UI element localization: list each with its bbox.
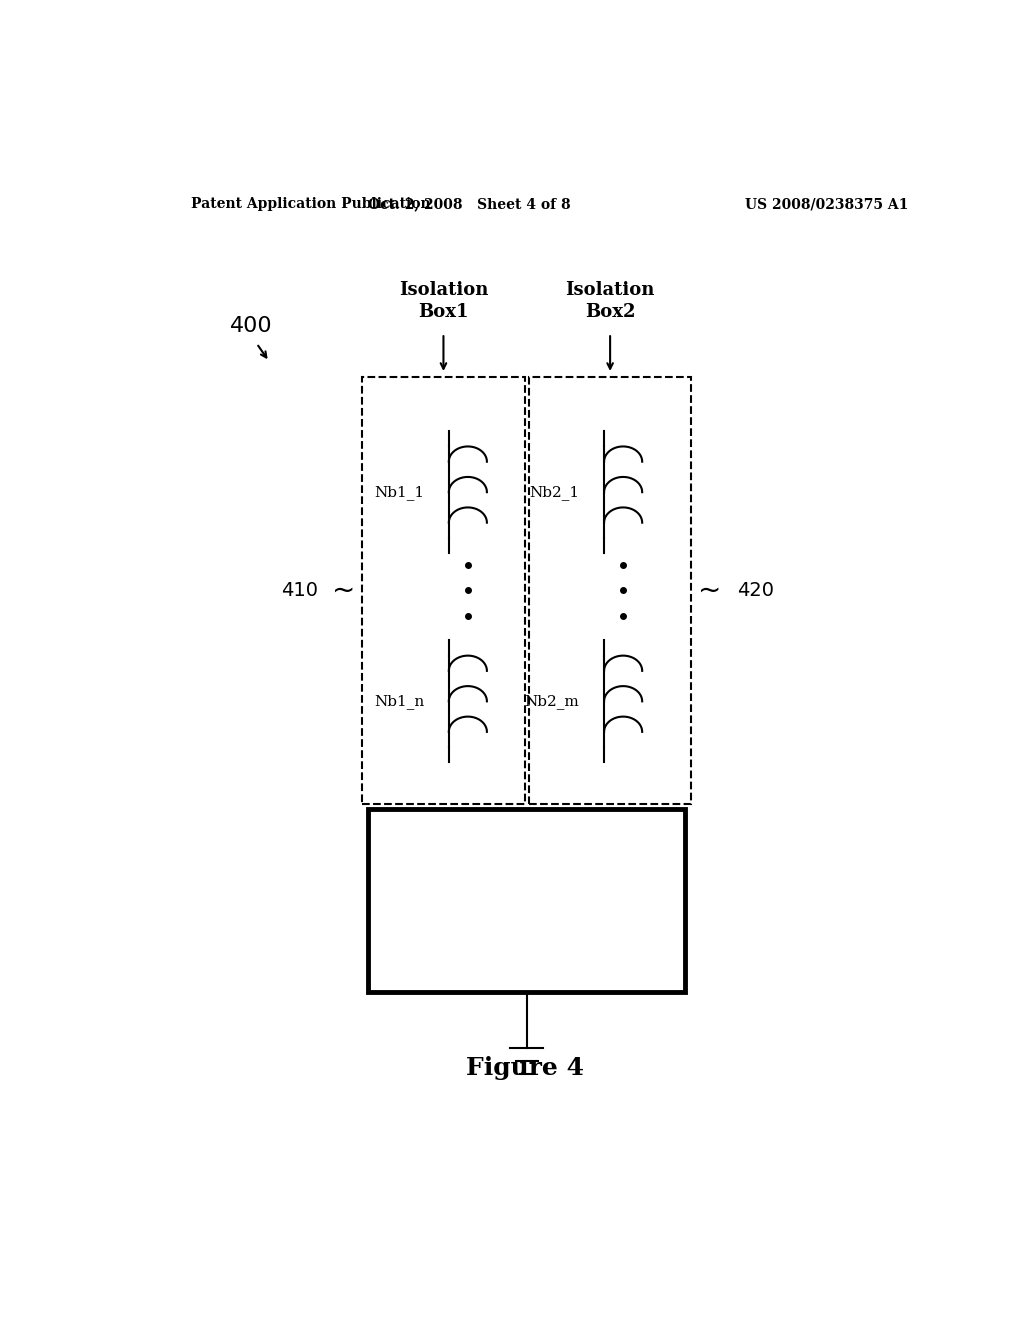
Text: 410: 410 [282,581,318,599]
Text: Oct. 2, 2008   Sheet 4 of 8: Oct. 2, 2008 Sheet 4 of 8 [368,197,570,211]
Text: Nb1_n: Nb1_n [374,694,424,709]
Text: Nb1_1: Nb1_1 [374,484,424,500]
Bar [362,378,524,804]
Text: US 2008/0238375 A1: US 2008/0238375 A1 [744,197,908,211]
Text: ~: ~ [333,577,355,605]
Text: Nb2_1: Nb2_1 [529,484,580,500]
Text: 420: 420 [737,581,774,599]
Text: 400: 400 [229,315,272,337]
Text: Patent Application Publication: Patent Application Publication [191,197,431,211]
Bar [528,378,691,804]
Text: Figure 4: Figure 4 [466,1056,584,1080]
Text: ~: ~ [697,577,721,605]
Bar [369,809,685,991]
Text: Isolation
Box2: Isolation Box2 [565,281,654,321]
Text: Nb2_m: Nb2_m [524,694,580,709]
Text: Isolation
Box1: Isolation Box1 [398,281,488,321]
